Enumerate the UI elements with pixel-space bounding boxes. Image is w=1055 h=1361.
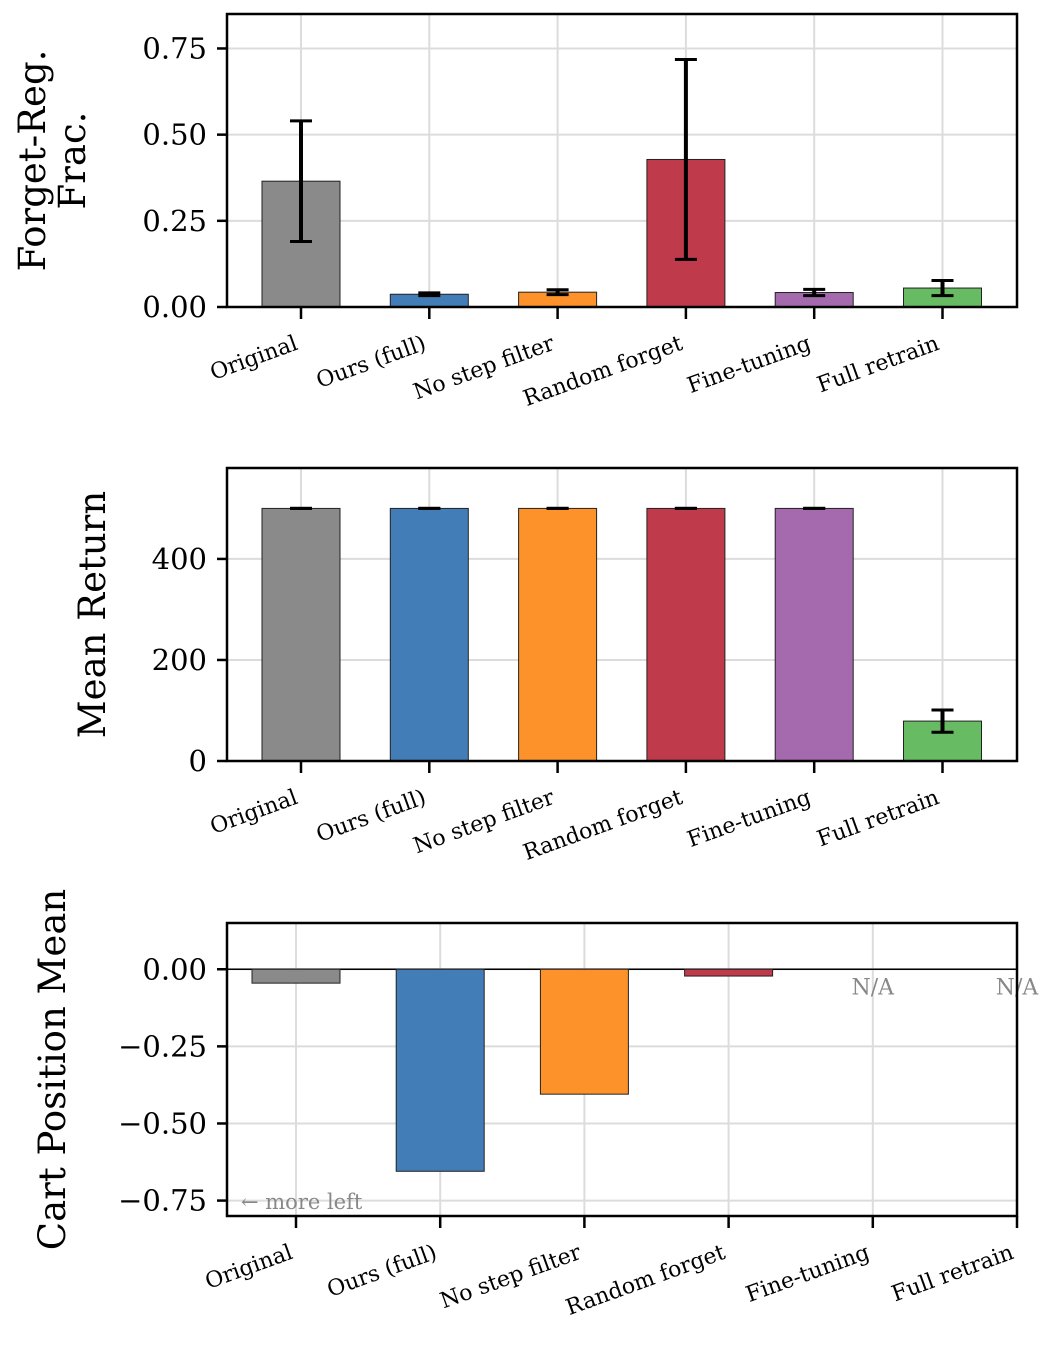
axes-frame — [225, 12, 1019, 309]
axes-frame — [225, 921, 1019, 1218]
y-axis-label-line: Frac. — [51, 112, 94, 210]
y-tick-label: −0.75 — [118, 1184, 207, 1218]
bar — [395, 968, 485, 1172]
bar — [251, 968, 341, 984]
y-axis-label-line: Mean Return — [71, 491, 114, 738]
x-tick-label: No step filter — [437, 1240, 585, 1314]
y-tick-label: 0.50 — [142, 118, 207, 152]
y-tick-label: 0.00 — [142, 290, 207, 324]
y-axis-label-line: Cart Position Mean — [31, 889, 74, 1250]
y-tick-label: −0.25 — [118, 1029, 207, 1063]
x-tick-label: Original — [202, 1240, 296, 1295]
y-axis-label: Cart Position Mean — [31, 889, 74, 1250]
y-axis-label-line: Forget-Reg. — [11, 50, 54, 272]
y-tick-label: 0.75 — [142, 31, 207, 65]
x-tick-label: Random forget — [563, 1240, 729, 1321]
bar — [518, 507, 598, 762]
bar — [774, 507, 854, 762]
x-tick-label: Original — [207, 785, 301, 840]
bar — [389, 507, 469, 762]
bar — [261, 507, 341, 762]
x-tick-label: Ours (full) — [324, 1240, 440, 1303]
bar — [684, 968, 774, 977]
y-tick-label: 0 — [189, 744, 207, 778]
x-tick-label: Original — [207, 331, 301, 386]
y-tick-label: 0.00 — [142, 952, 207, 986]
x-tick-label: Full retrain — [814, 331, 943, 398]
x-tick-label: Full retrain — [814, 785, 943, 852]
x-tick-label: Fine-tuning — [743, 1240, 873, 1308]
y-axis-label: Mean Return — [71, 491, 114, 738]
y-tick-label: −0.50 — [118, 1106, 207, 1140]
y-tick-label: 400 — [152, 542, 207, 576]
axes-frame — [225, 466, 1019, 763]
bar — [646, 507, 726, 762]
y-axis-label: Forget-Reg.Frac. — [11, 50, 94, 272]
bar — [539, 968, 629, 1095]
y-tick-label: 200 — [152, 643, 207, 677]
x-tick-label: Fine-tuning — [684, 785, 814, 853]
annotation: ← more left — [241, 1190, 363, 1214]
x-tick-label: Fine-tuning — [684, 331, 814, 399]
y-tick-label: 0.25 — [142, 204, 207, 238]
missing-label: N/A — [852, 975, 896, 1000]
x-tick-label: Full retrain — [888, 1240, 1017, 1307]
